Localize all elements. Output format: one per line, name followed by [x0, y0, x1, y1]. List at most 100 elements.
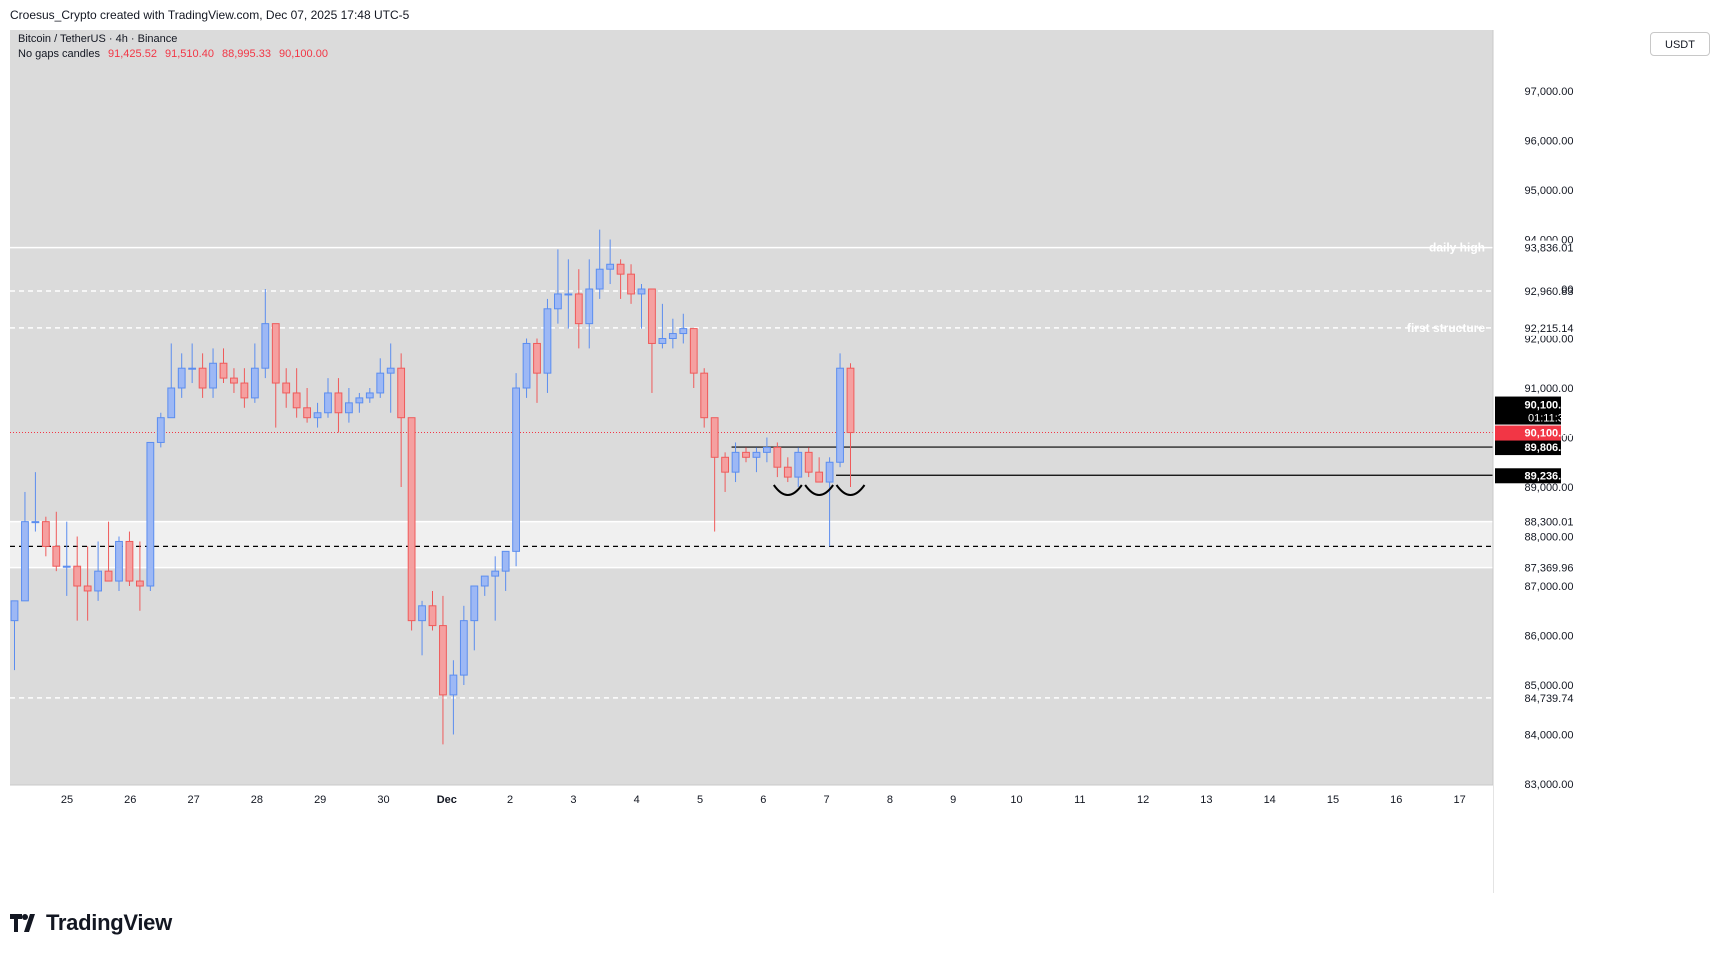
currency-unit-button[interactable]: USDT [1650, 32, 1710, 56]
candle[interactable] [167, 343, 176, 419]
candle[interactable] [449, 660, 458, 735]
candle[interactable] [825, 457, 834, 547]
candle[interactable] [292, 368, 301, 418]
candle[interactable] [21, 491, 29, 602]
candle[interactable] [783, 457, 792, 483]
candle[interactable] [136, 541, 144, 611]
plot-area[interactable] [10, 30, 1493, 785]
candle[interactable] [73, 536, 82, 621]
candle[interactable] [668, 318, 677, 349]
candle[interactable] [41, 516, 50, 557]
candle[interactable] [459, 605, 468, 685]
candle[interactable] [606, 239, 615, 285]
candle[interactable] [794, 447, 803, 487]
candle[interactable] [83, 546, 92, 621]
candle[interactable] [188, 343, 197, 384]
candle[interactable] [543, 298, 552, 393]
candle[interactable] [250, 343, 259, 403]
candle[interactable] [836, 353, 844, 468]
candle[interactable] [815, 457, 824, 483]
x-tick-label: 30 [377, 794, 389, 806]
candle[interactable] [94, 541, 102, 601]
candle[interactable] [104, 521, 113, 582]
candle[interactable] [574, 269, 583, 349]
candle-body [31, 521, 40, 524]
candle[interactable] [773, 442, 782, 478]
candle[interactable] [752, 447, 761, 473]
line-annotation: first structure [1407, 321, 1485, 335]
candle[interactable] [125, 531, 134, 586]
candle[interactable] [595, 229, 604, 299]
candle[interactable] [439, 595, 447, 745]
candle[interactable] [564, 259, 573, 329]
candle[interactable] [261, 289, 270, 379]
candle[interactable] [554, 249, 562, 324]
candle[interactable] [407, 417, 416, 631]
candle[interactable] [365, 388, 374, 403]
candle[interactable] [648, 288, 656, 393]
candle[interactable] [480, 575, 489, 596]
candle[interactable] [710, 417, 719, 532]
candle[interactable] [533, 338, 541, 403]
candle[interactable] [501, 550, 510, 591]
candle[interactable] [428, 590, 437, 631]
candle[interactable] [334, 378, 343, 433]
candle[interactable] [240, 368, 249, 408]
price-axis[interactable] [1493, 30, 1713, 893]
y-tick-label: 91,000.00 [1525, 383, 1574, 395]
candle[interactable] [585, 259, 594, 349]
candle[interactable] [146, 441, 155, 591]
candle[interactable] [355, 392, 364, 413]
arc-drawing[interactable] [835, 484, 866, 496]
y-tick-label: 86,000.00 [1525, 631, 1574, 643]
arc-drawing[interactable] [772, 484, 803, 496]
candle[interactable] [219, 348, 228, 384]
candle[interactable] [616, 259, 625, 299]
x-tick-label: 5 [697, 794, 703, 806]
candle[interactable] [689, 328, 698, 388]
candle[interactable] [637, 284, 646, 329]
candle[interactable] [345, 388, 353, 423]
candle[interactable] [763, 437, 771, 463]
time-axis[interactable] [10, 785, 1493, 893]
candle[interactable] [512, 373, 521, 567]
candle-body [240, 382, 249, 399]
candle[interactable] [209, 348, 217, 398]
candle[interactable] [271, 323, 280, 428]
candle[interactable] [156, 412, 165, 448]
candle[interactable] [804, 447, 813, 478]
candle[interactable] [721, 452, 730, 492]
candle[interactable] [522, 338, 531, 398]
candle[interactable] [230, 368, 238, 393]
candle[interactable] [627, 264, 635, 304]
candle[interactable] [386, 343, 395, 413]
candle[interactable] [731, 442, 740, 483]
candle[interactable] [52, 511, 61, 572]
candle[interactable] [177, 353, 186, 398]
candle[interactable] [324, 378, 332, 418]
candle[interactable] [303, 388, 312, 423]
candle[interactable] [115, 536, 123, 591]
candle[interactable] [376, 358, 385, 398]
price-label: 87,369.96 [1525, 563, 1574, 575]
candle[interactable] [846, 363, 855, 487]
candle[interactable] [679, 313, 688, 344]
candle[interactable] [62, 521, 71, 596]
candle[interactable] [282, 368, 291, 408]
candle[interactable] [10, 600, 19, 671]
arc-drawing[interactable] [804, 484, 834, 496]
candle[interactable] [198, 353, 207, 398]
candlestick-chart[interactable]: daily high first structure 83,000.00 84,000… [10, 30, 1713, 893]
candle[interactable] [397, 353, 406, 487]
candle[interactable] [418, 600, 426, 656]
candle[interactable] [313, 402, 322, 428]
candle[interactable] [470, 585, 479, 651]
candle-body [198, 367, 207, 389]
candle[interactable] [700, 368, 709, 428]
candle[interactable] [491, 556, 500, 621]
candle[interactable] [658, 303, 667, 349]
candle-body [73, 565, 82, 587]
candle[interactable] [31, 472, 40, 532]
candle-body [836, 367, 844, 463]
candle[interactable] [742, 447, 750, 463]
